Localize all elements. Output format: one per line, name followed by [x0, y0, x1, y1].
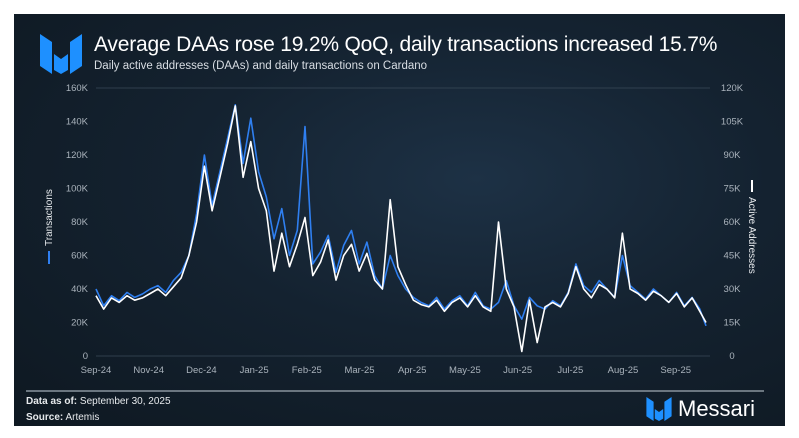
- series-line-active-addresses: [95, 105, 707, 353]
- line-chart: 0 20K 40K 60K 80K 100K 120K 140K 160K 0 15K 30K 45K…: [44, 83, 757, 376]
- left-axis: 0 20K 40K 60K 80K 100K 120K 140K 160K: [66, 83, 89, 362]
- series-lines: [95, 104, 707, 353]
- right-tick-label: 75K: [724, 184, 742, 195]
- left-tick-label: 100K: [66, 184, 89, 195]
- x-tick-label: May-25: [449, 365, 481, 376]
- x-tick-label: Sep-25: [660, 365, 691, 376]
- right-tick-label: 15K: [724, 318, 742, 329]
- x-tick-label: Jan-25: [240, 365, 269, 376]
- left-tick-label: 40K: [71, 284, 89, 295]
- left-tick-label: 80K: [71, 217, 89, 228]
- data-as-of: Data as of: September 30, 2025: [26, 396, 171, 407]
- left-tick-label: 120K: [66, 150, 89, 161]
- right-tick-label: 45K: [724, 251, 742, 262]
- footer-divider: [26, 390, 764, 392]
- right-tick-label: 120K: [721, 83, 744, 94]
- source: Source: Artemis: [26, 412, 100, 423]
- series-line-transactions: [95, 104, 707, 327]
- right-tick-label: 0: [729, 351, 734, 362]
- chart-title: Average DAAs rose 19.2% QoQ, daily trans…: [94, 33, 718, 56]
- messari-brand: Messari: [646, 396, 755, 422]
- right-axis: 0 15K 30K 45K 60K 75K 90K 105K 120K: [721, 83, 744, 362]
- brand-name: Messari: [678, 396, 756, 421]
- right-tick-label: 105K: [721, 117, 744, 128]
- right-tick-label: 90K: [724, 150, 742, 161]
- x-tick-label: Aug-25: [608, 365, 639, 376]
- right-axis-label: Active Addresses: [746, 197, 757, 274]
- messari-logo-icon: [40, 34, 82, 74]
- x-tick-label: Nov-24: [133, 365, 164, 376]
- x-tick-label: Sep-24: [81, 365, 112, 376]
- left-tick-label: 60K: [71, 251, 89, 262]
- messari-brand-icon: [646, 397, 672, 421]
- x-axis: Sep-24 Nov-24 Dec-24 Jan-25 Feb-25 Mar-25 Apr-…: [81, 87, 710, 376]
- x-tick-label: Apr-25: [398, 365, 427, 376]
- left-tick-label: 20K: [71, 318, 89, 329]
- x-tick-label: Jun-25: [503, 365, 532, 376]
- left-axis-label: Transactions: [44, 189, 55, 246]
- right-tick-label: 60K: [724, 217, 742, 228]
- left-tick-label: 160K: [66, 83, 89, 94]
- x-tick-label: Dec-24: [186, 365, 217, 376]
- x-tick-label: Jul-25: [557, 365, 583, 376]
- chart-card: Average DAAs rose 19.2% QoQ, daily trans…: [14, 14, 785, 426]
- left-tick-label: 140K: [66, 117, 89, 128]
- chart-subtitle: Daily active addresses (DAAs) and daily …: [94, 60, 428, 72]
- left-tick-label: 0: [83, 351, 88, 362]
- right-tick-label: 30K: [724, 284, 742, 295]
- x-tick-label: Mar-25: [344, 365, 374, 376]
- x-tick-label: Feb-25: [292, 365, 322, 376]
